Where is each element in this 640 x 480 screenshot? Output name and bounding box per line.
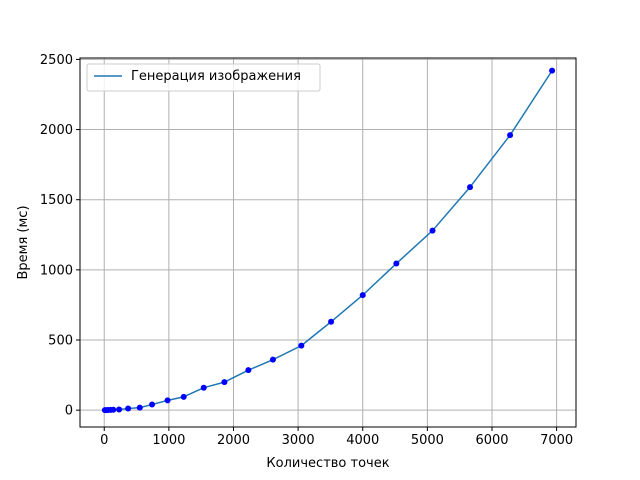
data-point (549, 67, 556, 74)
y-axis-ticks: 0 500 1000 1500 2000 2500 (40, 53, 80, 419)
data-point (125, 405, 132, 412)
data-point (180, 393, 187, 400)
plot-area-frame (79, 57, 577, 428)
x-tick-label: 7000 (540, 433, 573, 448)
y-tick-label: 1500 (40, 193, 73, 208)
series-line (104, 70, 553, 411)
x-tick-label: 3000 (282, 433, 315, 448)
x-axis-ticks: 0 1000 2000 3000 4000 5000 6000 7000 (100, 427, 573, 448)
data-point (149, 401, 156, 408)
data-point (221, 379, 228, 386)
data-point (507, 132, 514, 139)
x-axis-label: Количество точек (266, 456, 389, 471)
data-point (269, 356, 276, 363)
x-tick-label: 1000 (152, 433, 185, 448)
y-tick-label: 500 (48, 334, 73, 349)
data-point (393, 260, 400, 267)
y-tick-label: 0 (65, 404, 73, 419)
legend: Генерация изображения (86, 63, 321, 92)
data-point (200, 384, 207, 391)
grid-lines (80, 58, 576, 427)
y-tick-label: 2500 (40, 53, 73, 68)
data-point (110, 406, 117, 413)
legend-box (86, 63, 321, 92)
data-point (359, 292, 366, 299)
data-point (136, 404, 143, 411)
data-point (164, 397, 171, 404)
x-tick-label: 5000 (411, 433, 444, 448)
legend-label: Генерация изображения (131, 69, 301, 84)
data-point (467, 184, 474, 191)
y-tick-label: 1000 (40, 263, 73, 278)
x-tick-label: 2000 (217, 433, 250, 448)
data-point (328, 318, 335, 325)
x-tick-label: 6000 (475, 433, 508, 448)
series-layer (101, 67, 556, 414)
x-tick-label: 4000 (346, 433, 379, 448)
data-point (116, 406, 123, 413)
y-tick-label: 2000 (40, 123, 73, 138)
y-axis-label: Время (мс) (16, 205, 31, 279)
x-tick-label: 0 (100, 433, 108, 448)
data-point (245, 367, 252, 374)
data-point (429, 227, 436, 234)
data-point (298, 342, 305, 349)
